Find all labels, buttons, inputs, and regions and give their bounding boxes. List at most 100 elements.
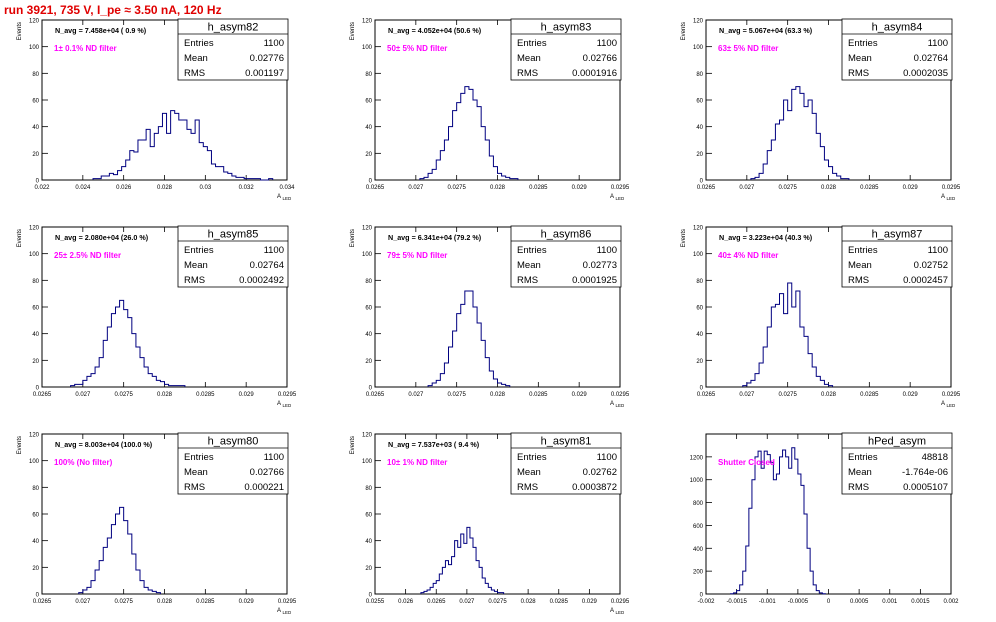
stats-title: h_asym80 xyxy=(208,436,259,448)
stats-value: 48818 xyxy=(922,452,948,463)
stats-value: 0.02776 xyxy=(250,53,284,64)
x-axis-subscript: LED xyxy=(283,610,293,615)
navg-label: N_avg = 2.080e+04 (26.0 %) xyxy=(55,233,149,242)
y-tick-label: 100 xyxy=(29,45,40,51)
y-tick-label: 40 xyxy=(365,125,372,131)
y-tick-label: 400 xyxy=(693,547,704,553)
stats-value: 0.02773 xyxy=(583,260,617,271)
y-tick-label: 60 xyxy=(696,99,703,105)
stats-label: Mean xyxy=(517,467,541,478)
y-tick-label: 0 xyxy=(700,386,704,392)
x-tick-label: 0.028 xyxy=(157,185,173,191)
navg-label: N_avg = 7.537e+03 ( 9.4 %) xyxy=(388,440,480,449)
y-tick-label: 0 xyxy=(369,593,373,599)
y-tick-label: 80 xyxy=(32,486,39,492)
y-tick-label: 80 xyxy=(365,72,372,78)
y-tick-label: 60 xyxy=(32,513,39,519)
stats-value: 1100 xyxy=(597,452,617,463)
x-tick-label: 0.029 xyxy=(239,599,255,605)
x-tick-label: 0.0265 xyxy=(33,392,52,398)
run-title: run 3921, 735 V, I_pe ≈ 3.50 nA, 120 Hz xyxy=(4,3,222,17)
y-tick-label: 0 xyxy=(36,593,40,599)
x-tick-label: 0.0275 xyxy=(488,599,507,605)
histogram-panel-7: 0.0265 0.027 0.0275 0.028 0.0285 0.029 0.0295 0… xyxy=(17,433,297,616)
stats-value: 0.001197 xyxy=(245,68,284,79)
x-tick-label: 0.028 xyxy=(521,599,537,605)
stats-label: RMS xyxy=(848,482,869,493)
histogram-panel-1: 0.022 0.024 0.026 0.028 0.03 0.032 0.034 0 20 40 6… xyxy=(17,19,295,202)
filter-note: 79± 5% ND filter xyxy=(387,251,447,260)
filter-note: Shutter Closed xyxy=(718,458,775,467)
x-tick-label: 0.032 xyxy=(239,185,255,191)
histogram-panel-8: 0.0255 0.026 0.0265 0.027 0.0275 0.028 0.0285 0… xyxy=(350,433,630,616)
y-tick-label: 20 xyxy=(696,359,703,365)
y-tick-label: 60 xyxy=(365,99,372,105)
stats-box xyxy=(841,225,953,288)
stats-box xyxy=(177,225,289,288)
stats-value: 0.0002035 xyxy=(903,68,948,79)
x-tick-label: 0 xyxy=(827,599,831,605)
x-tick-label: 0.027 xyxy=(408,185,424,191)
x-tick-label: 0.0285 xyxy=(860,392,879,398)
stats-box xyxy=(510,18,622,81)
y-tick-label: 120 xyxy=(29,433,40,439)
x-axis-subscript: LED xyxy=(616,610,626,615)
x-tick-label: 0.0265 xyxy=(33,599,52,605)
histogram-outline xyxy=(70,299,186,387)
y-tick-label: 80 xyxy=(32,279,39,285)
x-tick-label: 0.0275 xyxy=(447,185,466,191)
stats-title: h_asym82 xyxy=(208,22,259,34)
x-tick-label: 0.0265 xyxy=(366,185,385,191)
y-tick-label: 120 xyxy=(29,19,40,25)
stats-label: RMS xyxy=(848,68,869,79)
x-tick-label: 0.0285 xyxy=(860,185,879,191)
filter-note: 10± 1% ND filter xyxy=(387,458,447,467)
x-axis-subscript: LED xyxy=(283,403,293,408)
stats-value: 0.02764 xyxy=(914,53,948,64)
y-tick-label: 20 xyxy=(365,359,372,365)
filter-note: 40± 4% ND filter xyxy=(718,251,778,260)
stats-title: h_asym84 xyxy=(872,22,923,34)
y-axis-label: Events xyxy=(350,229,356,247)
histogram-panel-2: 0.0265 0.027 0.0275 0.028 0.0285 0.029 0.0295 0… xyxy=(350,19,630,202)
stats-label: Entries xyxy=(848,38,878,49)
histogram-panel-9: -0.002 -0.0015 -0.001 -0.0005 0 0.0005 0.001 0.… xyxy=(690,432,959,605)
stats-label: Mean xyxy=(184,53,208,64)
y-tick-label: 20 xyxy=(365,152,372,158)
x-tick-label: 0.028 xyxy=(490,392,506,398)
stats-value: -1.764e-06 xyxy=(902,467,948,478)
y-tick-label: 20 xyxy=(32,359,39,365)
stats-value: 0.0003872 xyxy=(572,482,617,493)
filter-note: 63± 5% ND filter xyxy=(718,44,778,53)
x-tick-label: 0.0285 xyxy=(529,392,548,398)
stats-label: Entries xyxy=(517,38,547,49)
x-tick-label: 0.0265 xyxy=(697,185,716,191)
y-axis-label: Events xyxy=(350,22,356,40)
x-tick-label: 0.028 xyxy=(821,392,837,398)
x-axis-label: A LED xyxy=(277,401,292,408)
x-tick-label: 0.027 xyxy=(408,392,424,398)
x-tick-label: 0.0275 xyxy=(114,392,133,398)
x-tick-label: 0.0285 xyxy=(550,599,569,605)
navg-label: N_avg = 6.341e+04 (79.2 %) xyxy=(388,233,482,242)
stats-value: 0.0002492 xyxy=(239,275,284,286)
x-tick-label: 0.0285 xyxy=(196,392,215,398)
y-tick-label: 20 xyxy=(32,152,39,158)
stats-label: Mean xyxy=(184,467,208,478)
filter-note: 1± 0.1% ND filter xyxy=(54,44,117,53)
stats-value: 0.0001925 xyxy=(572,275,617,286)
y-axis-label: Events xyxy=(681,229,687,247)
stats-title: h_asym81 xyxy=(541,436,592,448)
y-tick-label: 60 xyxy=(32,306,39,312)
x-tick-label: 0.0295 xyxy=(278,392,297,398)
y-tick-label: 120 xyxy=(362,433,373,439)
histogram-outline xyxy=(419,86,519,180)
y-tick-label: 120 xyxy=(693,226,704,232)
x-axis-subscript: LED xyxy=(947,403,957,408)
y-tick-label: 20 xyxy=(696,152,703,158)
x-tick-label: 0.0295 xyxy=(278,599,297,605)
x-tick-label: 0.027 xyxy=(75,392,91,398)
x-tick-label: -0.002 xyxy=(697,599,715,605)
y-axis-label: Events xyxy=(681,22,687,40)
y-tick-label: 100 xyxy=(693,252,704,258)
